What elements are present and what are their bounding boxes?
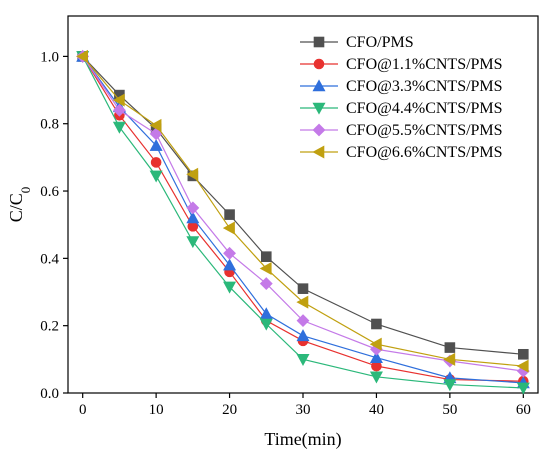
series-1-point xyxy=(518,348,529,360)
series-4 xyxy=(76,51,530,395)
series-6-point xyxy=(296,295,309,309)
legend-swatch-point xyxy=(312,102,326,115)
series-1 xyxy=(77,51,529,360)
legend-swatch-point xyxy=(312,79,326,92)
legend-label: CFO@1.1%CNTS/PMS xyxy=(346,56,503,73)
x-tick-label: 40 xyxy=(369,402,384,418)
series-4-point xyxy=(443,379,457,392)
series-4-line xyxy=(82,56,524,389)
legend-swatch-point xyxy=(312,145,325,159)
series-5-line xyxy=(82,56,524,372)
series-1-line xyxy=(82,55,524,355)
series-1-point xyxy=(260,251,272,262)
series-6 xyxy=(76,49,529,373)
series-4-point xyxy=(149,170,163,183)
series-6-line xyxy=(82,56,524,367)
series-6-point xyxy=(149,118,162,132)
series-1-point xyxy=(444,342,456,353)
series-3-point xyxy=(296,329,310,342)
series-1-point xyxy=(297,283,309,294)
series-5-point xyxy=(223,246,236,260)
series-6-point xyxy=(222,221,235,235)
series-4-point xyxy=(186,236,200,249)
series-1-point xyxy=(224,209,235,220)
legend-label: CFO@5.5%CNTS/PMS xyxy=(346,122,503,139)
series-4-point xyxy=(369,371,383,384)
x-tick-label: 60 xyxy=(516,402,531,418)
series-6-point xyxy=(186,167,199,181)
series-3-point xyxy=(186,211,200,224)
legend-swatch-point xyxy=(312,123,326,137)
x-tick-label: 30 xyxy=(296,402,311,418)
series-3-point xyxy=(259,307,273,320)
series-4-point xyxy=(112,121,126,134)
series-6-point xyxy=(516,359,529,373)
legend-item: CFO@5.5%CNTS/PMS xyxy=(300,122,503,139)
legend-swatch-point xyxy=(313,36,325,48)
series-5-point xyxy=(186,201,200,215)
series-6-point xyxy=(112,93,125,107)
y-axis-label: C/C0 xyxy=(6,187,33,223)
series-5-point xyxy=(112,103,126,117)
series-5-point xyxy=(296,314,310,328)
x-axis-label: Time(min) xyxy=(264,429,341,450)
series-3-point xyxy=(369,351,383,363)
series-3-line xyxy=(82,56,524,384)
y-tick-label: 0.8 xyxy=(40,117,59,133)
legend-item: CFO@6.6%CNTS/PMS xyxy=(300,144,503,161)
x-tick-label: 10 xyxy=(149,402,164,418)
y-tick-label: 0.4 xyxy=(40,251,59,267)
legend-label: CFO@6.6%CNTS/PMS xyxy=(346,144,503,161)
series-3-point xyxy=(149,138,163,151)
x-tick-label: 20 xyxy=(222,402,237,418)
series-6-point xyxy=(369,337,382,351)
legend-item: CFO@4.4%CNTS/PMS xyxy=(300,100,503,117)
series-3-point xyxy=(223,258,237,271)
series-1-point xyxy=(371,318,382,330)
series-5-point xyxy=(259,277,273,291)
y-tick-label: 0.6 xyxy=(40,184,59,200)
legend-item: CFO@3.3%CNTS/PMS xyxy=(300,78,503,95)
legend-item: CFO@1.1%CNTS/PMS xyxy=(300,56,503,73)
series-4-point xyxy=(259,318,273,331)
series-6-point xyxy=(443,352,456,366)
series-2-line xyxy=(82,56,524,382)
legend-item: CFO/PMS xyxy=(300,34,414,51)
x-tick-label: 0 xyxy=(79,402,87,418)
legend-label: CFO@4.4%CNTS/PMS xyxy=(346,100,503,117)
series-5-point xyxy=(149,127,163,141)
legend-swatch-point xyxy=(313,58,325,70)
series-4-point xyxy=(223,281,237,294)
series-6-point xyxy=(76,49,88,63)
y-tick-label: 1.0 xyxy=(40,49,59,65)
legend-label: CFO/PMS xyxy=(346,34,414,51)
x-tick-label: 50 xyxy=(442,402,457,418)
legend-label: CFO@3.3%CNTS/PMS xyxy=(346,78,503,95)
series-6-point xyxy=(259,261,272,275)
y-tick-label: 0.2 xyxy=(40,319,59,335)
y-tick-label: 0.0 xyxy=(40,386,59,402)
series-4-point xyxy=(296,354,310,366)
series-2-point xyxy=(150,157,162,168)
y-axis-label-subscript: 0 xyxy=(18,187,33,194)
y-axis-label-main: C/C xyxy=(6,193,26,222)
series-4-point xyxy=(516,382,530,395)
